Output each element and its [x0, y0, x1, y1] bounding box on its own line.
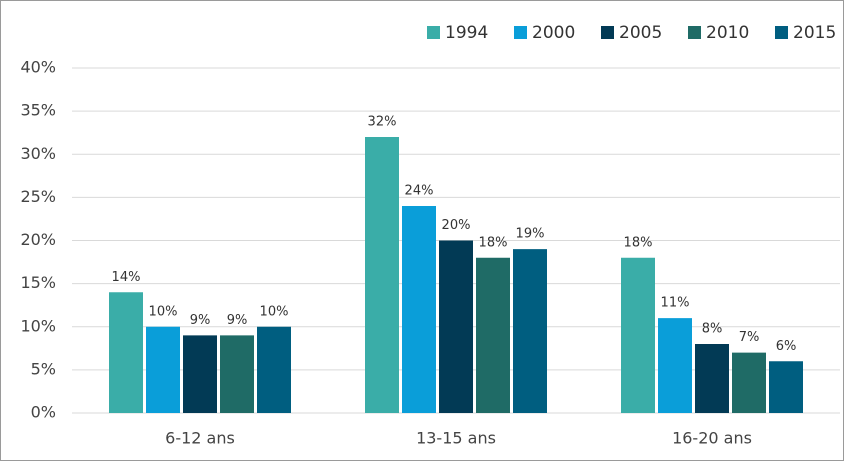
value-label: 20%: [442, 218, 471, 233]
legend-label: 2005: [619, 23, 662, 43]
x-tick-label: 6-12 ans: [165, 429, 235, 448]
legend-label: 2015: [793, 23, 836, 43]
bar: [257, 326, 291, 413]
value-label: 10%: [260, 304, 289, 319]
y-tick-label: 30%: [20, 144, 56, 163]
value-label: 14%: [112, 270, 141, 285]
legend-swatch: [514, 26, 527, 39]
y-tick-label: 10%: [20, 316, 56, 335]
bar: [183, 335, 217, 413]
bar: [365, 137, 399, 413]
bar: [439, 240, 473, 413]
legend-swatch: [688, 26, 701, 39]
value-label: 19%: [516, 227, 545, 242]
y-tick-label: 5%: [31, 359, 56, 378]
bar: [109, 292, 143, 413]
bar: [402, 206, 436, 413]
bar: [476, 257, 510, 413]
legend-swatch: [601, 26, 614, 39]
y-tick-label: 25%: [20, 187, 56, 206]
value-label: 7%: [739, 330, 760, 345]
value-label: 18%: [479, 235, 508, 250]
legend-swatch: [775, 26, 788, 39]
value-label: 11%: [661, 296, 690, 311]
y-tick-label: 40%: [20, 58, 56, 77]
value-label: 32%: [368, 115, 397, 130]
value-label: 18%: [624, 235, 653, 250]
x-tick-label: 13-15 ans: [416, 429, 496, 448]
bar: [732, 352, 766, 413]
bar: [146, 326, 180, 413]
bar: [513, 249, 547, 413]
value-label: 9%: [227, 313, 248, 328]
y-tick-label: 0%: [31, 403, 56, 422]
value-label: 6%: [776, 339, 797, 354]
y-tick-label: 15%: [20, 273, 56, 292]
bar: [621, 257, 655, 413]
legend-label: 1994: [445, 23, 488, 43]
y-tick-label: 20%: [20, 230, 56, 249]
value-label: 8%: [702, 322, 723, 337]
bar: [220, 335, 254, 413]
value-label: 9%: [190, 313, 211, 328]
bar: [695, 344, 729, 413]
legend-swatch: [427, 26, 440, 39]
y-tick-label: 35%: [20, 101, 56, 120]
value-label: 24%: [405, 184, 434, 199]
bar: [658, 318, 692, 413]
value-label: 10%: [149, 304, 178, 319]
x-tick-label: 16-20 ans: [672, 429, 752, 448]
bar: [769, 361, 803, 413]
legend-label: 2000: [532, 23, 575, 43]
legend-label: 2010: [706, 23, 749, 43]
